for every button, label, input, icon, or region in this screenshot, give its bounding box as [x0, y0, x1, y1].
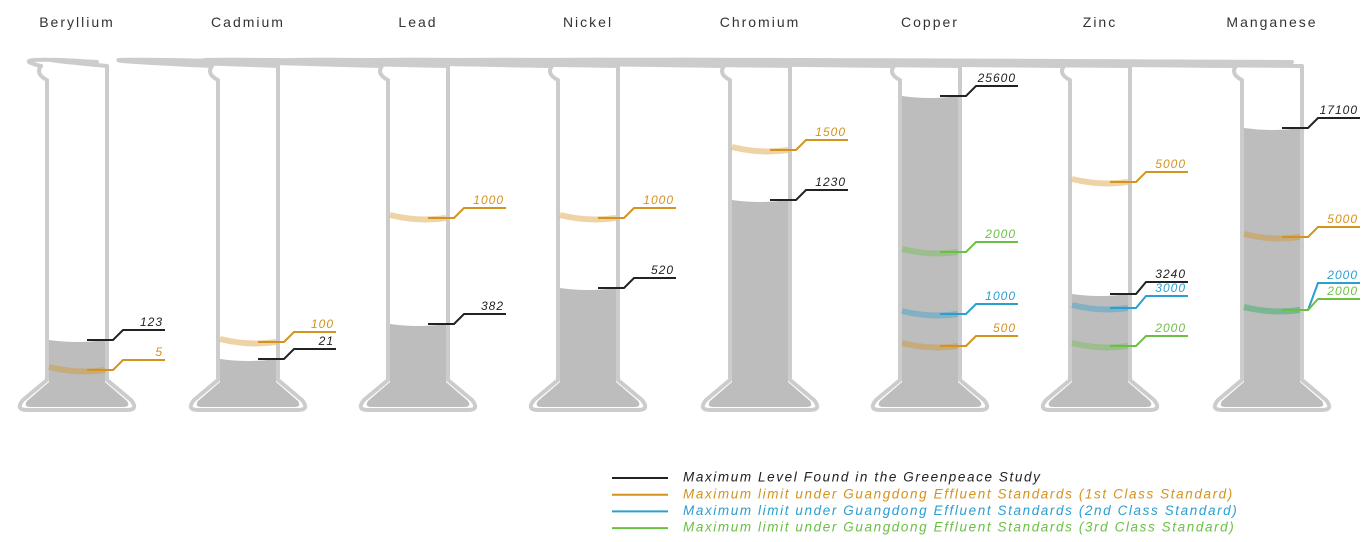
value-label: 17100 — [1320, 103, 1358, 117]
leader-line — [770, 139, 848, 151]
cylinder-title: Lead — [398, 14, 437, 30]
legend-label: Maximum limit under Guangdong Effluent S… — [683, 486, 1234, 501]
cylinder-title: Manganese — [1226, 14, 1317, 30]
leader-line — [258, 348, 336, 360]
value-label: 520 — [651, 263, 674, 277]
fill-level — [878, 96, 982, 407]
value-label: 1500 — [815, 125, 846, 139]
cylinder-outline — [543, 57, 1160, 412]
value-label: 1000 — [985, 289, 1016, 303]
fill-level — [708, 200, 812, 407]
legend-label: Maximum Level Found in the Greenpeace St… — [683, 470, 1041, 485]
leader-line — [770, 189, 848, 201]
leader-line — [940, 303, 1018, 315]
fill-level — [366, 324, 470, 407]
cylinder-outline — [630, 57, 1332, 412]
value-label: 2000 — [1326, 268, 1358, 282]
value-label: 123 — [140, 315, 163, 329]
leader-line — [428, 207, 506, 219]
fill-level — [196, 359, 300, 407]
leader-line — [598, 277, 676, 289]
legend-label: Maximum limit under Guangdong Effluent S… — [683, 503, 1238, 518]
value-label: 1000 — [643, 193, 674, 207]
leader-line — [87, 359, 165, 371]
cylinder-title: Copper — [901, 14, 959, 30]
leader-line — [258, 331, 336, 343]
cylinder-title: Cadmium — [211, 14, 285, 30]
value-label: 5 — [155, 345, 163, 359]
value-label: 5000 — [1327, 212, 1358, 226]
leader-line — [1110, 281, 1188, 295]
leader-line — [1110, 171, 1188, 183]
cylinder-outline — [202, 57, 478, 412]
value-label: 382 — [481, 299, 504, 313]
value-label: 2000 — [984, 227, 1016, 241]
fill-level — [1048, 294, 1152, 407]
value-label: 25600 — [977, 71, 1016, 85]
value-label: 1000 — [473, 193, 504, 207]
value-label: 500 — [993, 321, 1016, 335]
cylinder-title: Chromium — [720, 14, 801, 30]
cylinder-outline — [116, 57, 308, 412]
leader-line — [1282, 226, 1360, 238]
value-label: 1230 — [815, 175, 846, 189]
cylinder-title: Zinc — [1083, 14, 1117, 30]
value-label: 5000 — [1155, 157, 1186, 171]
fill-level — [25, 340, 129, 407]
leader-line — [940, 85, 1018, 97]
leader-line — [87, 329, 165, 341]
value-label: 2000 — [1326, 284, 1358, 298]
fill-level — [1220, 128, 1324, 407]
legend-label: Maximum limit under Guangdong Effluent S… — [683, 520, 1235, 535]
value-label: 21 — [318, 334, 334, 348]
leader-line — [940, 241, 1018, 253]
cylinder-title: Beryllium — [39, 14, 115, 30]
leader-line — [428, 313, 506, 325]
value-label: 100 — [311, 317, 334, 331]
leader-line — [1110, 335, 1188, 347]
fill-level — [536, 288, 640, 407]
value-label: 2000 — [1154, 321, 1186, 335]
cylinder-outline — [17, 57, 137, 412]
leader-line — [1282, 298, 1360, 311]
cylinder-title: Nickel — [563, 14, 613, 30]
leader-line — [1110, 295, 1188, 309]
value-label: 3000 — [1155, 281, 1186, 295]
leader-line — [940, 335, 1018, 347]
leader-line — [1282, 117, 1360, 129]
value-label: 3240 — [1155, 267, 1186, 281]
leader-line — [598, 207, 676, 219]
